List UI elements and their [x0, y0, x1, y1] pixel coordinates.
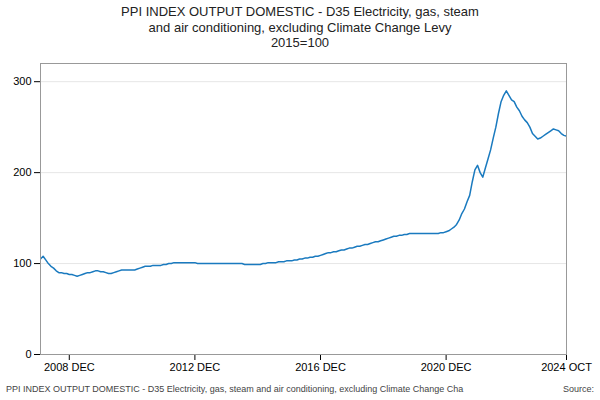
svg-text:200: 200: [13, 166, 31, 178]
svg-text:2012 DEC: 2012 DEC: [170, 361, 221, 373]
svg-text:300: 300: [13, 75, 31, 87]
html-text:PPI INDEX OUTPUT DOMESTIC - D3: PPI INDEX OUTPUT DOMESTIC - D35 Electric…: [121, 4, 479, 51]
svg-text:100: 100: [13, 257, 31, 269]
svg-text:2008 DEC: 2008 DEC: [44, 361, 95, 373]
svg-text:2020 DEC: 2020 DEC: [421, 361, 472, 373]
html-text:Source:: Source:: [563, 383, 594, 394]
html-text:PPI INDEX OUTPUT DOMESTIC - D3: PPI INDEX OUTPUT DOMESTIC - D35 Electric…: [6, 383, 464, 394]
svg-text:2016 DEC: 2016 DEC: [295, 361, 346, 373]
svg-text:0: 0: [25, 348, 31, 360]
svg-text:2024 OCT: 2024 OCT: [541, 361, 592, 373]
